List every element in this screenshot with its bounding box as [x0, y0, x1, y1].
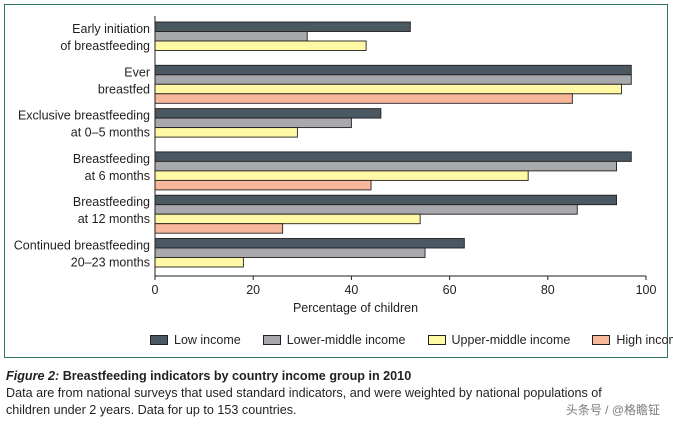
legend-item-high-income: High income [592, 333, 673, 347]
x-tick-label-20: 20 [246, 283, 260, 297]
category-label-4-0: Breastfeeding [73, 195, 150, 209]
legend-swatch-low-income [150, 335, 168, 345]
bar-lower-middle-income-1 [154, 74, 632, 85]
bar-low-income-4 [154, 194, 617, 206]
category-label-3-1: at 6 months [85, 169, 150, 183]
watermark: 头条号 / @格瞻钲 [562, 400, 663, 419]
bar-lower-middle-income-0 [154, 31, 308, 42]
bar-upper-middle-income-1 [154, 83, 622, 95]
legend-label-low-income: Low income [174, 333, 241, 347]
legend-label-upper-middle-income: Upper-middle income [451, 333, 571, 347]
bar-upper-middle-income-4 [154, 213, 421, 225]
caption-title: Breastfeeding indicators by country inco… [62, 369, 412, 383]
category-label-2-1: at 0–5 months [71, 126, 150, 140]
legend-swatch-lower-middle-income [262, 335, 281, 345]
figure-caption: Figure 2: Breastfeeding indicators by co… [6, 368, 646, 419]
x-tick-label-80: 80 [541, 283, 555, 297]
caption-figure-label: Figure 2: [6, 369, 60, 383]
bar-lower-middle-income-3 [154, 160, 617, 172]
category-label-1-0: Ever [124, 65, 150, 79]
legend-label-lower-middle-income: Lower-middle income [286, 333, 406, 347]
bar-low-income-2 [154, 108, 382, 119]
bar-upper-middle-income-5 [154, 257, 244, 268]
category-label-5-0: Continued breastfeeding [14, 239, 150, 253]
bar-low-income-0 [154, 21, 411, 32]
bar-chart: Early initiation of breastfeeding Ever brea… [14, 16, 657, 315]
bar-upper-middle-income-3 [154, 170, 529, 181]
category-label-1-1: breastfed [98, 82, 150, 96]
category-label-3-0: Breastfeeding [73, 152, 150, 166]
category-label-5-1: 20–23 months [71, 256, 150, 270]
caption-body: Data are from national surveys that used… [6, 386, 602, 417]
category-label-0-1: of breastfeeding [60, 39, 150, 53]
category-label-4-1: at 12 months [78, 212, 150, 226]
legend-item-lower-middle-income: Lower-middle income [262, 333, 406, 347]
x-tick-label-40: 40 [344, 283, 358, 297]
bar-low-income-5 [154, 238, 465, 249]
bar-upper-middle-income-2 [154, 127, 298, 138]
bar-high-income-4 [154, 223, 284, 234]
legend-item-upper-middle-income: Upper-middle income [427, 333, 571, 347]
bar-lower-middle-income-4 [154, 204, 578, 215]
bar-high-income-3 [154, 179, 372, 191]
x-tick-label-60: 60 [443, 283, 457, 297]
bar-upper-middle-income-0 [154, 40, 367, 51]
category-label-2-0: Exclusive breastfeeding [18, 109, 150, 123]
caption-heading: Figure 2: Breastfeeding indicators by co… [6, 368, 646, 385]
bar-low-income-3 [154, 151, 632, 162]
x-tick-label-0: 0 [152, 283, 159, 297]
bar-lower-middle-income-5 [154, 247, 426, 258]
legend-swatch-high-income [592, 335, 611, 345]
bar-high-income-1 [154, 93, 573, 104]
x-axis-title: Percentage of children [293, 301, 418, 315]
legend-label-high-income: High income [616, 333, 673, 347]
category-label-0-0: Early initiation [72, 22, 150, 36]
bar-low-income-1 [154, 64, 632, 76]
x-tick-label-100: 100 [636, 283, 657, 297]
bar-lower-middle-income-2 [154, 117, 352, 129]
legend-item-low-income: Low income [150, 333, 241, 347]
chart-legend: Low income Lower-middle income Upper-mid… [150, 330, 673, 350]
legend-swatch-upper-middle-income [427, 335, 446, 345]
